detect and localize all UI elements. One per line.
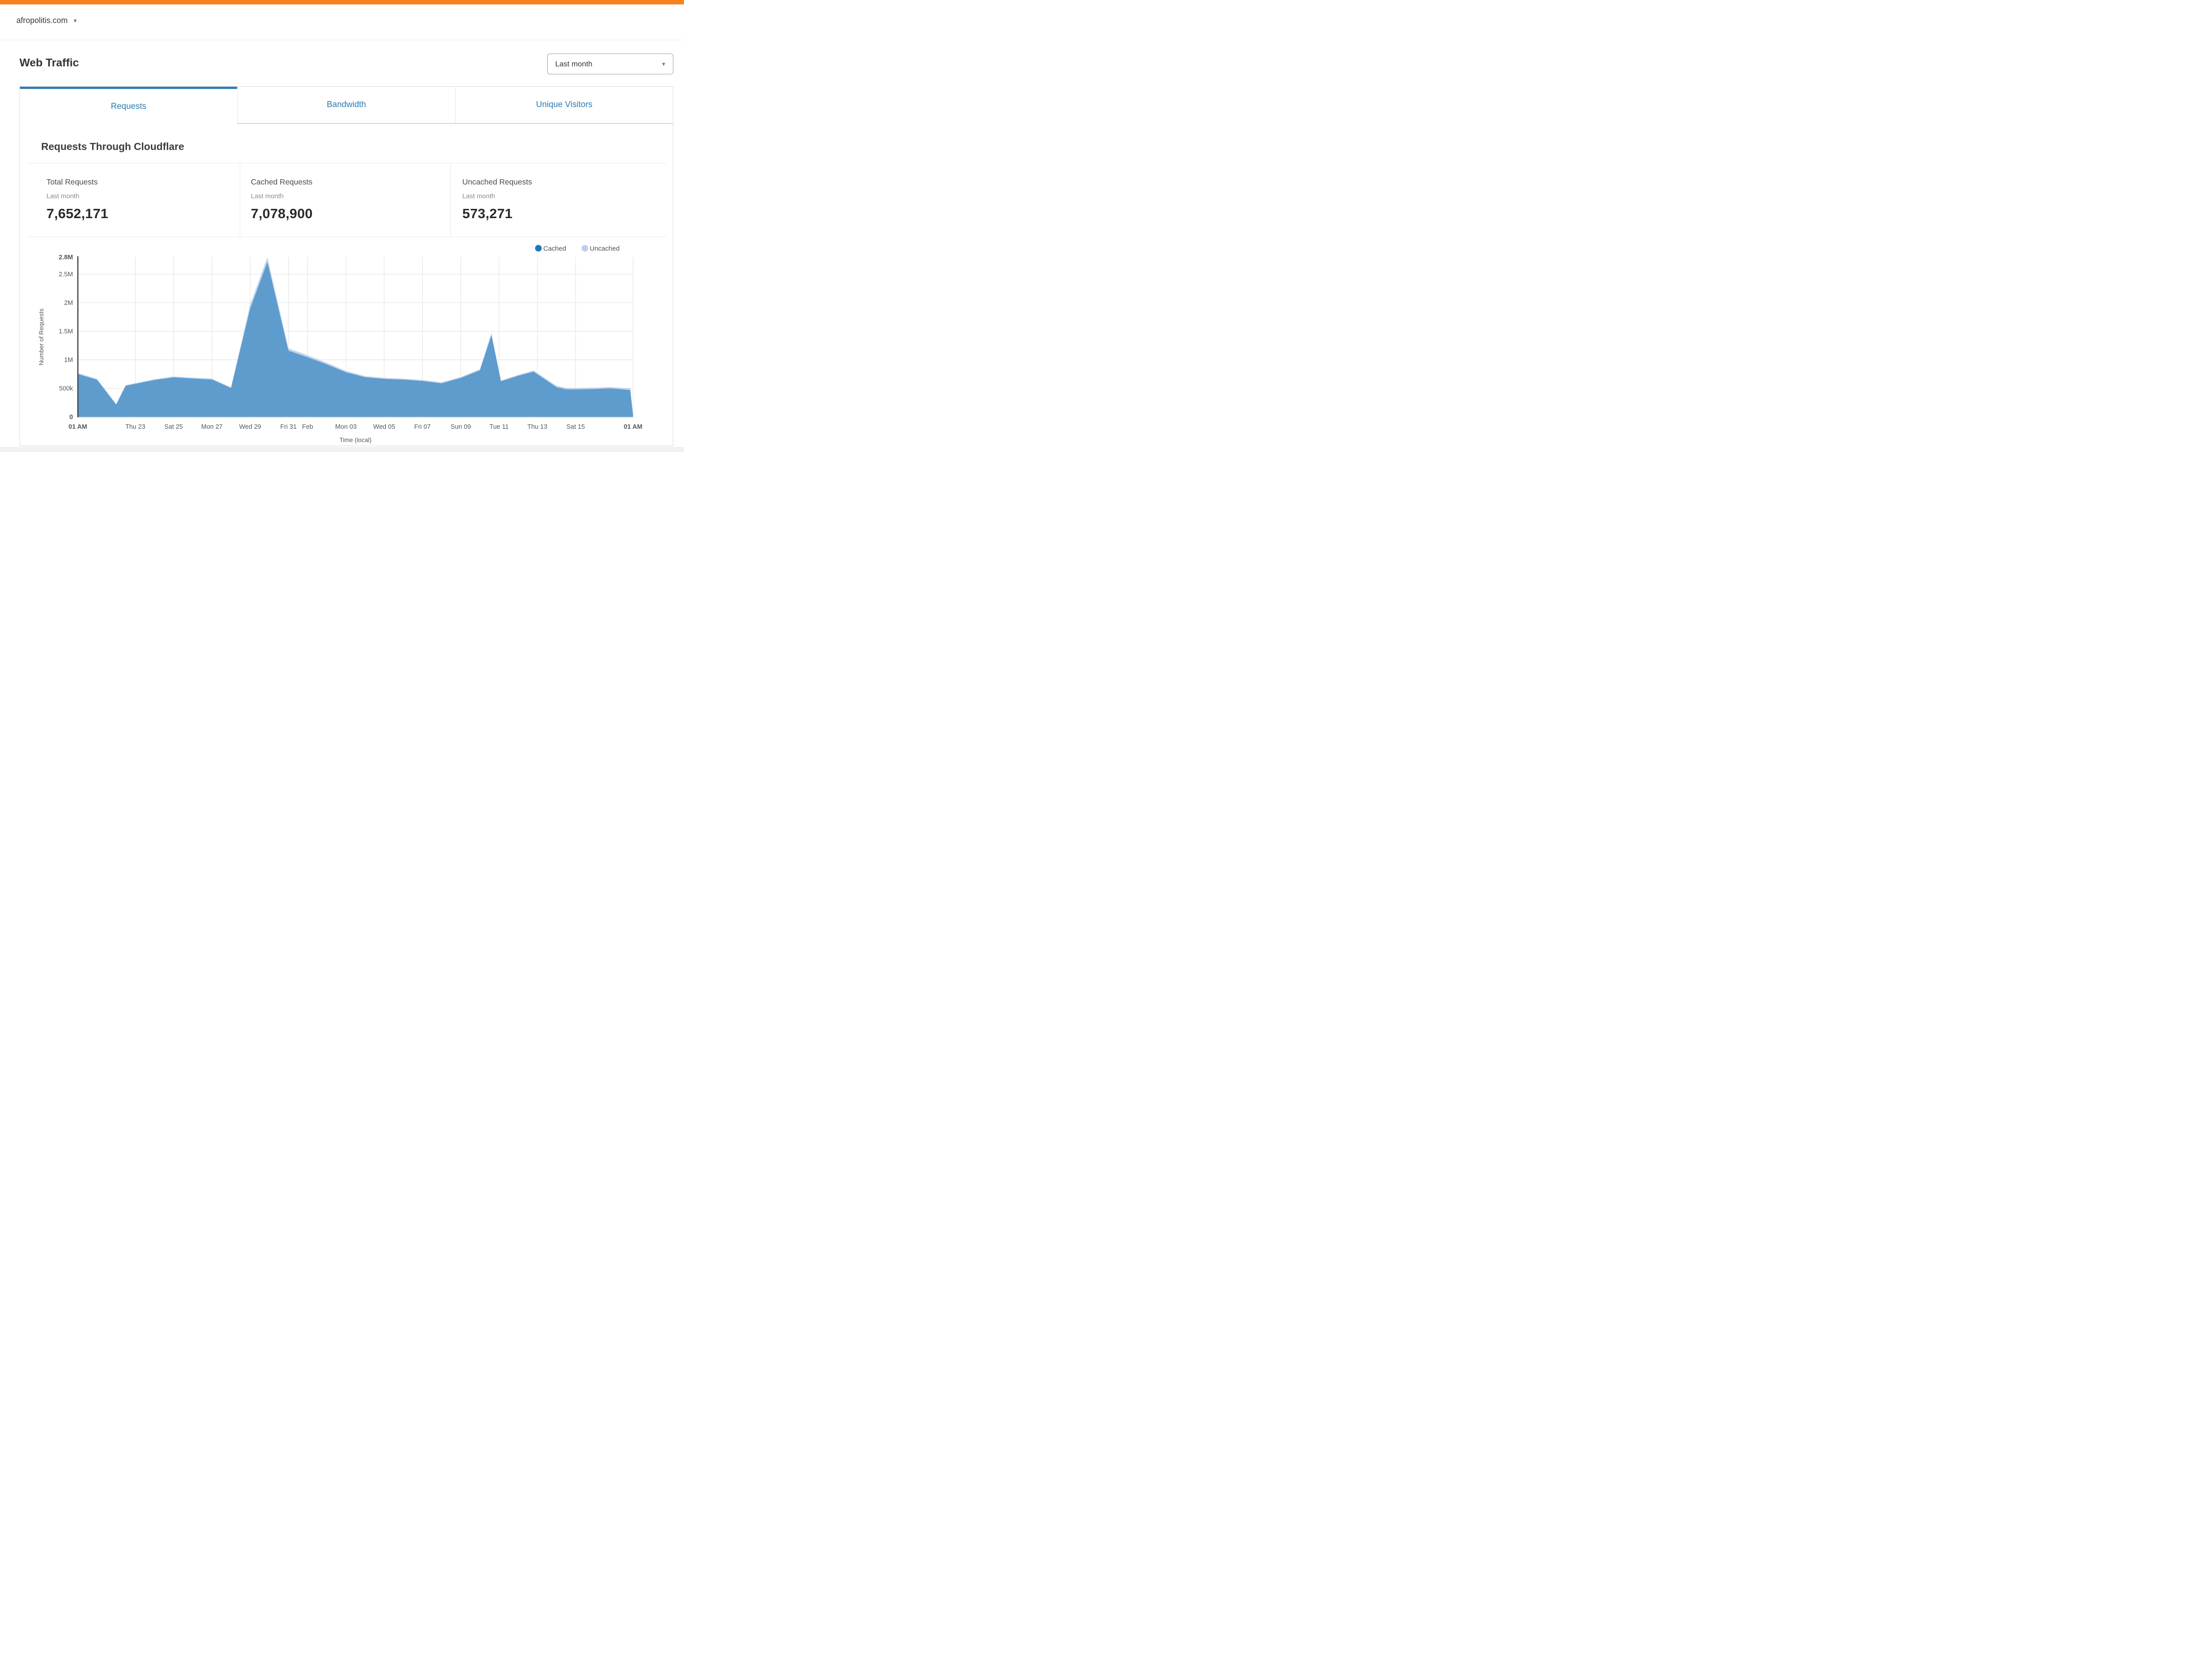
stat-label: Cached Requests	[251, 177, 313, 186]
chevron-down-icon: ▼	[661, 61, 666, 67]
tab-bar: Requests Bandwidth Unique Visitors	[20, 87, 673, 124]
legend-item-cached[interactable]: Cached	[535, 245, 566, 253]
stat-total-requests: Total Requests Last month 7,652,171	[27, 163, 240, 237]
time-range-select[interactable]: Last month ▼	[547, 54, 673, 74]
x-tick-label: Fri 07	[414, 423, 430, 431]
legend-dot-uncached	[581, 245, 588, 252]
stats-row: Total Requests Last month 7,652,171 Cach…	[27, 163, 667, 237]
x-tick-label: Thu 23	[125, 423, 145, 431]
y-tick-label: 0	[69, 414, 73, 421]
y-tick-label: 1M	[64, 357, 73, 364]
y-tick-label: 2.5M	[59, 271, 73, 278]
stat-value: 7,652,171	[46, 206, 108, 221]
y-tick-label: 500k	[59, 385, 73, 392]
x-tick-label: Mon 27	[201, 423, 223, 431]
tab-requests[interactable]: Requests	[20, 87, 238, 124]
stat-period: Last month	[462, 192, 495, 200]
y-tick-label: 2.8M	[59, 254, 73, 261]
x-tick-label: Wed 05	[373, 423, 396, 431]
tab-label: Unique Visitors	[536, 100, 593, 109]
legend-item-uncached[interactable]: Uncached	[581, 245, 620, 253]
page-title: Web Traffic	[19, 57, 79, 69]
stat-label: Total Requests	[46, 177, 98, 186]
brand-top-bar	[0, 0, 684, 4]
stat-value: 7,078,900	[251, 206, 313, 221]
tab-label: Bandwidth	[326, 100, 366, 109]
x-tick-label: Wed 29	[239, 423, 261, 431]
tab-bandwidth[interactable]: Bandwidth	[237, 87, 455, 124]
stat-period: Last month	[251, 192, 284, 200]
stat-uncached-requests: Uncached Requests Last month 573,271	[450, 163, 667, 237]
time-range-value: Last month	[555, 59, 593, 68]
stat-label: Uncached Requests	[462, 177, 532, 186]
domain-selector[interactable]: afropolitis.com ▼	[16, 16, 78, 25]
legend-dot-cached	[535, 245, 542, 252]
stat-period: Last month	[46, 192, 80, 200]
y-tick-label: 2M	[64, 300, 73, 307]
x-tick-label: 01 AM	[624, 423, 642, 431]
y-axis-title: Number of Requests	[38, 308, 45, 365]
tab-unique-visitors[interactable]: Unique Visitors	[455, 87, 673, 124]
section-title: Requests Through Cloudflare	[41, 141, 184, 152]
x-tick-label: Mon 03	[335, 423, 357, 431]
page-bottom-strip	[0, 447, 684, 452]
x-tick-label: Tue 11	[489, 423, 509, 431]
requests-area-chart: 0 500k 1M 1.5M 2M 2.5M 2.8M 01 AM Thu 23 Sat 25 Mo…	[38, 245, 642, 443]
y-tick-label: 1.5M	[59, 328, 73, 335]
legend-label: Uncached	[590, 245, 620, 253]
cached-area	[78, 262, 633, 417]
stat-cached-requests: Cached Requests Last month 7,078,900	[240, 163, 450, 237]
tab-label: Requests	[111, 101, 146, 111]
legend-label: Cached	[543, 245, 566, 253]
x-axis-title: Time (local)	[339, 436, 372, 443]
x-tick-label: 01 AM	[69, 423, 87, 431]
x-tick-label: Sun 09	[451, 423, 471, 431]
stat-value: 573,271	[462, 206, 513, 221]
chevron-down-icon: ▼	[73, 17, 78, 24]
web-traffic-card: Requests Bandwidth Unique Visitors Reque…	[19, 86, 673, 446]
cloudflare-analytics-page: afropolitis.com ▼ Web Traffic Last month…	[0, 0, 684, 452]
x-tick-label: Thu 13	[527, 423, 547, 431]
site-header: afropolitis.com ▼	[0, 4, 684, 40]
x-tick-label: Feb	[302, 423, 313, 431]
x-tick-label: Sat 25	[164, 423, 183, 431]
x-tick-label: Sat 15	[566, 423, 585, 431]
x-tick-label: Fri 31	[280, 423, 296, 431]
domain-name: afropolitis.com	[16, 16, 68, 25]
